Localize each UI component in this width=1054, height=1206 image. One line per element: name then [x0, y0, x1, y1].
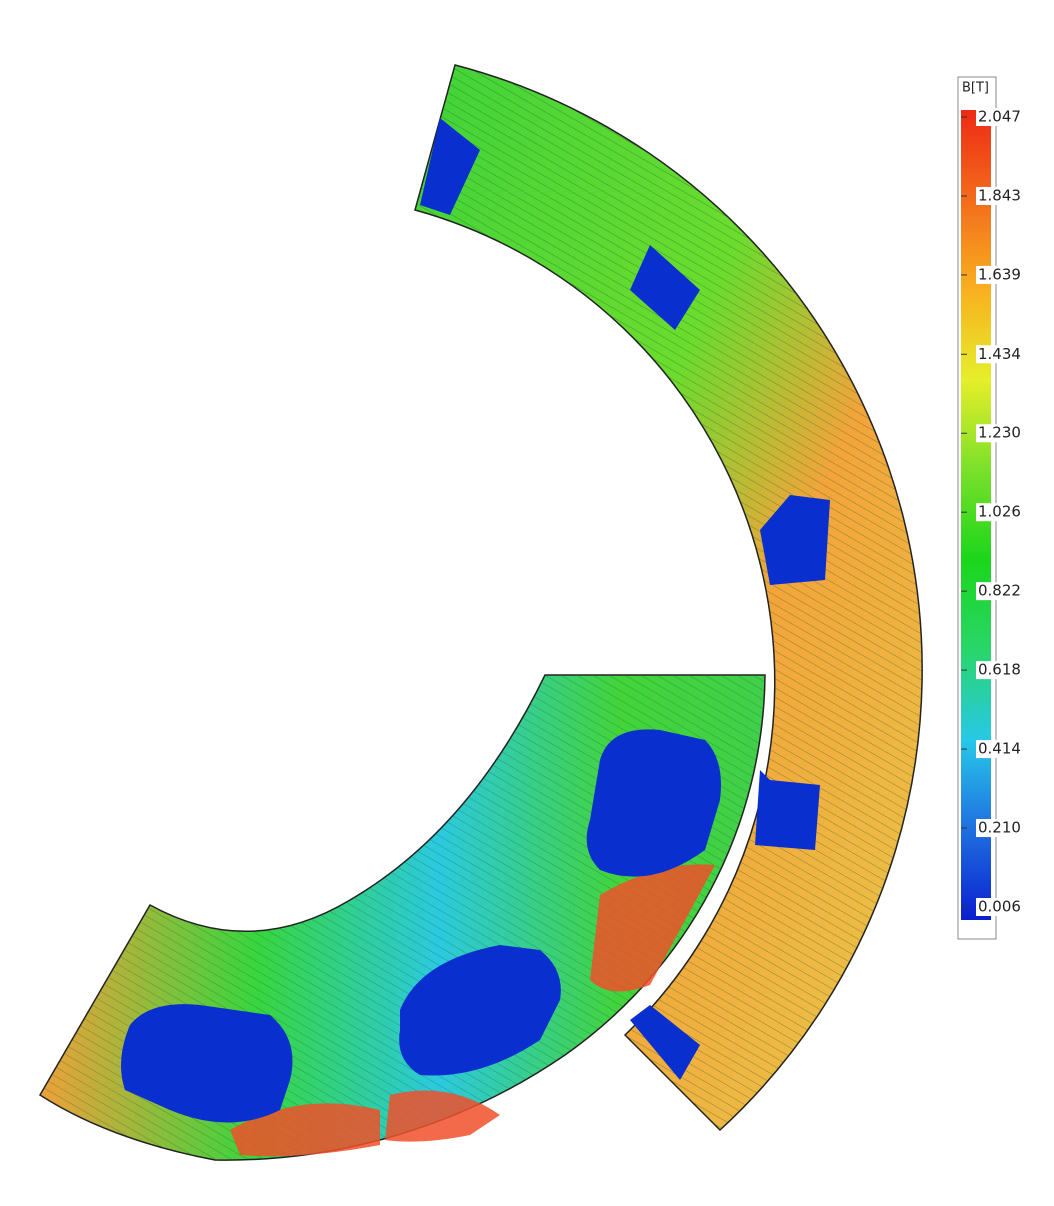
colorbar-tick-label: 0.006 — [978, 898, 1021, 916]
colorbar-title: B[T] — [962, 81, 989, 96]
tick-label-bg — [976, 424, 1018, 443]
colorbar-tick-label: 1.026 — [978, 503, 1021, 521]
tick-label-bg — [976, 108, 1018, 126]
colorbar-tick-label: 0.618 — [978, 661, 1021, 679]
tick-label-bg — [976, 186, 1018, 205]
saturation — [385, 1090, 500, 1142]
colorbar-tick-label: 1.230 — [978, 424, 1021, 442]
colorbar: B[T] 2.047 1.843 1.639 1.434 1.230 1.026 0.822… — [957, 76, 1021, 940]
tick-label-bg — [976, 740, 1018, 759]
tick-label-bg — [976, 265, 1018, 284]
saturation — [230, 1103, 380, 1157]
magnet-gap — [760, 495, 830, 585]
magnet-gap — [630, 1005, 700, 1080]
magnet-gap — [420, 118, 480, 215]
slot — [586, 729, 721, 877]
colorbar-tick-label: 2.047 — [978, 108, 1021, 126]
field-plot — [38, 64, 923, 1161]
slot — [399, 945, 561, 1076]
colorbar-tick-label: 1.639 — [978, 265, 1021, 283]
tick-label-bg — [976, 898, 1018, 916]
colorbar-tick-label: 1.843 — [978, 186, 1021, 204]
colorbar-tick-label: 0.822 — [978, 582, 1021, 600]
tick-label-bg — [976, 503, 1018, 522]
tick-label-bg — [976, 345, 1018, 364]
saturation — [590, 864, 715, 992]
magnet-gap — [630, 245, 700, 330]
slot — [121, 1004, 293, 1123]
magnet-gap — [755, 770, 820, 850]
colorbar-tick-label: 0.414 — [978, 740, 1021, 758]
tick-label-bg — [976, 661, 1018, 680]
tick-label-bg — [976, 819, 1018, 838]
rotor-ring-lines — [415, 65, 923, 1130]
tick-label-bg — [976, 582, 1018, 601]
colorbar-tick-label: 0.210 — [978, 819, 1021, 837]
colorbar-tick-label: 1.434 — [978, 345, 1021, 363]
